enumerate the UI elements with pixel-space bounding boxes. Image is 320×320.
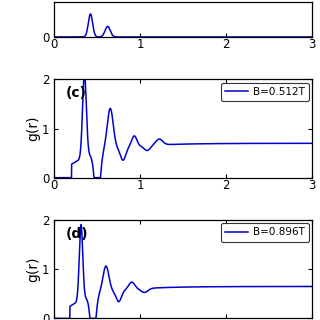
- Text: (d): (d): [66, 227, 89, 241]
- Y-axis label: g(r): g(r): [27, 257, 41, 282]
- Y-axis label: g(r): g(r): [27, 116, 41, 141]
- Legend: B=0.896T: B=0.896T: [220, 223, 309, 242]
- Text: (c): (c): [66, 86, 87, 100]
- Legend: B=0.512T: B=0.512T: [220, 83, 309, 101]
